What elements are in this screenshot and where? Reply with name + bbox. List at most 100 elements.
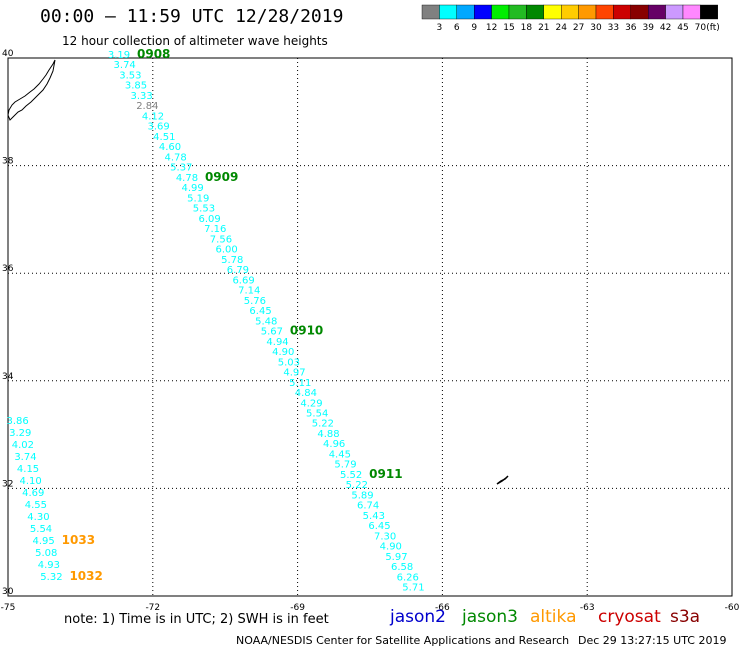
scale-swatch [700, 4, 719, 20]
wave-height-value: 5.79 [334, 460, 356, 471]
lat-tick-label: 34 [2, 372, 14, 382]
wave-height-value: 3.19 [108, 50, 130, 61]
wave-height-value: 5.97 [385, 552, 407, 563]
satellite-legend-cryosat: cryosat [598, 607, 661, 627]
map-frame [7, 57, 733, 597]
page-subtitle: 12 hour collection of altimeter wave hei… [62, 34, 328, 48]
wave-height-value: 4.90 [380, 542, 402, 553]
wave-height-value: 4.55 [25, 500, 47, 511]
wave-height-value: 5.32 [40, 572, 62, 583]
scale-label: 9 [471, 23, 477, 33]
wave-height-value: 4.78 [165, 152, 187, 163]
lat-tick-label: 36 [2, 264, 14, 274]
wave-height-value: 4.93 [38, 560, 60, 571]
wave-height-value: 4.15 [17, 464, 39, 475]
wave-height-value: 4.99 [181, 183, 203, 194]
lat-tick-label: 30 [2, 587, 14, 597]
lon-tick-label: -60 [725, 603, 740, 613]
pass-time-label: 0911 [369, 467, 402, 481]
wave-height-value: 6.09 [198, 214, 220, 225]
wave-height-value: 3.53 [119, 70, 141, 81]
scale-label: 70 [695, 23, 707, 33]
wave-height-value: 7.30 [374, 531, 396, 542]
wave-height-value: 5.53 [193, 204, 215, 215]
scale-label: 42 [660, 23, 671, 33]
wave-height-value: 6.79 [227, 265, 249, 276]
wave-height-value: 4.02 [12, 440, 34, 451]
lat-tick-label: 32 [2, 479, 13, 489]
wave-height-value: 5.11 [289, 378, 311, 389]
scale-label: 21 [538, 23, 549, 33]
wave-height-value: 5.76 [244, 296, 266, 307]
lon-tick-label: -63 [580, 603, 595, 613]
wave-height-value: 7.16 [204, 224, 226, 235]
scale-label: 45 [677, 23, 688, 33]
wave-height-value: 4.94 [266, 337, 288, 348]
scale-label: 3 [437, 23, 443, 33]
wave-height-value: 6.69 [232, 275, 254, 286]
wave-height-value: 4.60 [159, 142, 181, 153]
timestamp-text: Dec 29 13:27:15 UTC 2019 [578, 634, 727, 647]
wave-height-value: 5.03 [278, 357, 300, 368]
wave-height-value: 3.33 [131, 91, 153, 102]
satellite-legend-jason2: jason2 [390, 607, 446, 627]
wave-height-value: 4.90 [272, 347, 294, 358]
island-bermuda [496, 475, 509, 485]
wave-height-value: 4.96 [323, 439, 345, 450]
page-title: 00:00 – 11:59 UTC 12/28/2019 [40, 6, 344, 27]
pass-time-label: 1033 [62, 533, 95, 547]
wave-height-value: 7.14 [238, 286, 260, 297]
wave-height-value: 4.29 [300, 398, 322, 409]
scale-label: 27 [573, 23, 584, 33]
scale-label: 30 [590, 23, 602, 33]
satellite-legend-jason3: jason3 [462, 607, 518, 627]
scale-label: 24 [555, 23, 567, 33]
scale-label: 12 [486, 23, 497, 33]
scale-label: 33 [608, 23, 619, 33]
wave-height-value: 4.97 [283, 368, 305, 379]
color-scale-legend: 3 6 9 12 15 18 21 24 27 30 33 36 39 42 45 70 (ft) [421, 4, 720, 33]
wave-height-value: 4.88 [317, 429, 339, 440]
scale-unit: (ft) [706, 23, 720, 33]
lat-tick-label: 40 [2, 49, 14, 59]
coastline-north [7, 59, 56, 121]
wave-height-value: 5.52 [340, 470, 362, 481]
scale-label: 15 [503, 23, 514, 33]
wave-height-value: 3.86 [7, 416, 29, 427]
wave-height-value: 3.85 [125, 81, 147, 92]
wave-height-value: 5.54 [306, 408, 328, 419]
wave-height-value: 4.51 [153, 132, 175, 143]
wave-height-value: 6.74 [357, 501, 379, 512]
altimeter-tracks: 3.193.743.533.853.332.844.123.694.514.60… [7, 47, 425, 594]
wave-height-value: 5.19 [187, 193, 209, 204]
wave-height-value: 5.22 [312, 419, 334, 430]
wave-height-value: 4.95 [33, 536, 55, 547]
wave-height-value: 6.26 [397, 572, 419, 583]
scale-label: 6 [454, 23, 460, 33]
wave-height-value: 7.56 [210, 234, 232, 245]
wave-height-value: 3.74 [114, 60, 136, 71]
wave-height-value: 4.45 [329, 449, 351, 460]
lon-tick-label: -66 [435, 603, 450, 613]
scale-label: 18 [521, 23, 533, 33]
pass-time-label: 0908 [137, 47, 170, 61]
lat-tick-label: 38 [2, 157, 14, 167]
axis-labels: -75 -72 -69 -66 -63 -60 40 38 36 34 32 30 [1, 49, 740, 613]
wave-height-value: 3.74 [14, 452, 36, 463]
wave-height-value: 5.08 [35, 548, 57, 559]
wave-height-value: 6.58 [391, 562, 413, 573]
footnote: note: 1) Time is in UTC; 2) SWH is in fe… [64, 612, 329, 627]
wave-height-value: 5.89 [351, 490, 373, 501]
pass-time-label: 0909 [205, 170, 238, 184]
scale-label: 36 [625, 23, 637, 33]
credit-text: NOAA/NESDIS Center for Satellite Applica… [236, 634, 570, 647]
wave-height-value: 3.69 [148, 122, 170, 133]
wave-height-value: 6.45 [368, 521, 390, 532]
wave-height-value: 4.78 [176, 173, 198, 184]
lon-tick-label: -75 [1, 603, 16, 613]
wave-height-value: 6.45 [249, 306, 271, 317]
pass-time-label: 0910 [290, 324, 323, 338]
wave-height-value: 5.22 [346, 480, 368, 491]
wave-height-value: 5.43 [363, 511, 385, 522]
